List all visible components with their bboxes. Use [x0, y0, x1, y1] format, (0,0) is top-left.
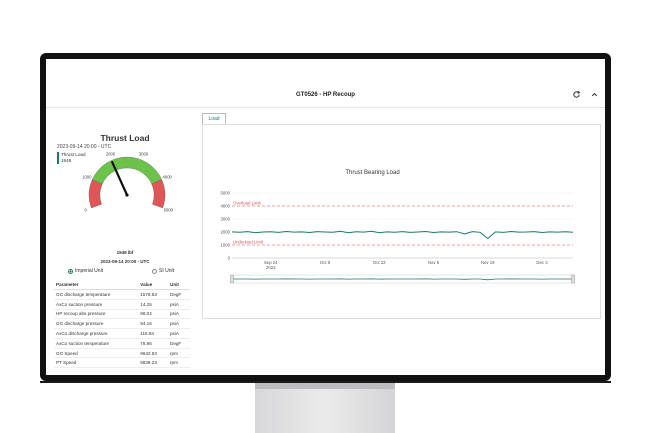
- table-header-row: Parameter Value Unit: [54, 280, 190, 290]
- radio-unselected-icon[interactable]: [152, 268, 157, 274]
- x-tick-label: Dec 3: [536, 260, 548, 265]
- readout-series-value: 1949: [61, 158, 72, 163]
- left-panel: Thrust Load 0 1000 2000 3000 4000 5000 1949 l…: [50, 109, 190, 375]
- imperial-unit-radio[interactable]: Imperial Unit: [68, 268, 103, 274]
- gauge-tick-label: 4000: [163, 175, 173, 180]
- column-header-unit: Unit: [168, 280, 190, 290]
- table-row: GG discharge temperature 1578.63 DegF: [54, 289, 190, 300]
- gauge-timestamp: 2023-09-14 20:00 - UTC: [100, 259, 150, 264]
- page-title: GT0526 - HP Recoup: [296, 92, 355, 98]
- y-tick-label: 5000: [220, 191, 230, 196]
- param-unit: psiA: [168, 309, 190, 320]
- param-unit: psiA: [168, 318, 190, 330]
- param-value: 118.84: [138, 328, 168, 339]
- param-name: GG discharge pressure: [54, 318, 139, 330]
- param-unit: rpm: [168, 357, 190, 369]
- monitor-chin: [40, 381, 611, 383]
- y-tick-label: 1000: [220, 243, 230, 248]
- param-unit: psiA: [168, 299, 190, 310]
- overload-limit-label: Overload Limit: [233, 201, 262, 206]
- range-slider-handle-right[interactable]: [571, 274, 575, 284]
- monitor-stand-shadow: [255, 383, 395, 389]
- param-name: AxCo discharge pressure: [54, 328, 139, 339]
- param-name: GG Speed: [54, 348, 139, 359]
- chart-panel: [202, 124, 601, 319]
- readout-timestamp: 2023-09-14 20:00 - UTC: [57, 144, 112, 150]
- gauge-normal-band: [92, 156, 162, 185]
- table-row: GG discharge pressure 94.16 psiA: [54, 318, 190, 330]
- gauge-title: Thrust Load: [100, 133, 150, 143]
- param-name: AxCo suction temperature: [54, 338, 139, 349]
- param-unit: rpm: [168, 348, 190, 359]
- param-unit: psiA: [168, 328, 190, 339]
- gauge-high-band: [151, 179, 166, 209]
- gauge-tick-label: 1000: [82, 175, 92, 180]
- param-value: 94.16: [138, 318, 168, 330]
- column-header-parameter: Parameter: [54, 280, 139, 290]
- gauge-needle-hub: [125, 193, 129, 197]
- screen: GT0526 - HP Recoup Thrust Load 0 1000 2000…: [46, 59, 605, 375]
- gauge-needle: [111, 161, 129, 197]
- y-tick-label: 2000: [220, 230, 230, 235]
- param-value: 1578.63: [138, 289, 168, 300]
- monitor-stand: [255, 383, 395, 433]
- table-row: HP recoup abs pressure 98.04 psiA: [54, 309, 190, 320]
- unit-selector: Imperial Unit SI Unit: [68, 268, 188, 276]
- tab-load[interactable]: Load: [202, 113, 226, 124]
- param-unit: DegF: [168, 289, 190, 300]
- param-value: 9842.93: [138, 348, 168, 359]
- table-row: AxCo suction pressure 14.25 psiA: [54, 299, 190, 310]
- readout-series-name: Thrust Load: [61, 152, 86, 157]
- gauge-tick-label: 3000: [139, 152, 149, 157]
- x-tick-label: Nov 19: [481, 260, 495, 265]
- column-header-value: Value: [138, 280, 168, 290]
- range-slider-series: [232, 278, 573, 281]
- chart-title: Thrust Bearing Load: [345, 170, 399, 176]
- readout-legend: Thrust Load 1949: [57, 152, 86, 164]
- chevron-up-icon[interactable]: [590, 90, 599, 99]
- titlebar: GT0526 - HP Recoup: [46, 59, 605, 108]
- gauge-low-band: [88, 179, 103, 209]
- imperial-unit-label: Imperial Unit: [75, 268, 104, 274]
- x-tick-label: Oct 8: [320, 260, 331, 265]
- y-tick-label: 3000: [220, 217, 230, 222]
- x-tick-label: Nov 5: [428, 260, 440, 265]
- x-tick-label: Sep 24: [264, 260, 278, 265]
- thrust-bearing-load-chart: Thrust Bearing Load 0 1000 2000 3000 4000 5000…: [220, 170, 575, 284]
- y-tick-label: 4000: [220, 204, 230, 209]
- param-value: 14.25: [138, 299, 168, 310]
- param-unit: DegF: [168, 338, 190, 349]
- range-slider-handle-left[interactable]: [230, 274, 234, 284]
- underload-limit-label: Underload Limit: [233, 240, 264, 245]
- x-tick-label: Oct 22: [373, 260, 386, 265]
- x-tick-label: 2023: [266, 265, 276, 270]
- gauge-tick-label: 5000: [164, 208, 174, 213]
- gauge-value: 1949 lbf: [116, 250, 134, 255]
- param-name: PT Speed: [54, 357, 139, 369]
- right-panel: Load: [201, 109, 601, 375]
- radio-selected-icon[interactable]: [68, 268, 73, 274]
- si-unit-radio[interactable]: SI Unit: [152, 268, 174, 274]
- param-name: AxCo suction pressure: [54, 299, 139, 310]
- parameters-table: Parameter Value Unit GG discharge temper…: [54, 280, 190, 369]
- table-row: GG Speed 9842.93 rpm: [54, 348, 190, 359]
- param-value: 76.95: [138, 338, 168, 349]
- param-value: 5839.23: [138, 357, 168, 369]
- table-row: PT Speed 5839.23 rpm: [54, 357, 190, 369]
- thrust-load-series-line: [231, 230, 574, 240]
- param-value: 98.04: [138, 309, 168, 320]
- gauge-tick-label: 0: [84, 208, 87, 213]
- param-name: GG discharge temperature: [54, 289, 139, 300]
- param-name: HP recoup abs pressure: [54, 309, 139, 320]
- table-row: AxCo discharge pressure 118.84 psiA: [54, 328, 190, 339]
- gauge-tick-label: 2000: [106, 152, 116, 157]
- thrust-load-gauge: 0 1000 2000 3000 4000 5000: [82, 152, 174, 213]
- refresh-icon[interactable]: [572, 90, 581, 99]
- si-unit-label: SI Unit: [159, 268, 175, 274]
- table-row: AxCo suction temperature 76.95 DegF: [54, 338, 190, 349]
- y-tick-label: 0: [228, 256, 231, 261]
